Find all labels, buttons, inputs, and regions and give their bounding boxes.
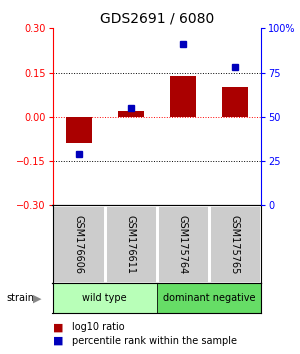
Text: GSM175764: GSM175764 [178, 215, 188, 274]
Text: ▶: ▶ [33, 293, 41, 303]
Bar [222, 87, 248, 117]
Title: GDS2691 / 6080: GDS2691 / 6080 [100, 12, 214, 26]
Text: GSM176606: GSM176606 [74, 215, 84, 274]
Bar [105, 205, 157, 283]
Text: strain: strain [6, 293, 34, 303]
Bar [157, 205, 209, 283]
Text: log10 ratio: log10 ratio [72, 322, 124, 332]
Text: GSM175765: GSM175765 [230, 215, 240, 274]
Bar [209, 205, 261, 283]
Text: wild type: wild type [82, 293, 127, 303]
Bar [52, 205, 105, 283]
Text: GSM176611: GSM176611 [126, 215, 136, 274]
Bar [52, 283, 157, 313]
Bar [170, 75, 196, 117]
Bar [65, 117, 92, 143]
Text: dominant negative: dominant negative [163, 293, 255, 303]
Bar [157, 283, 261, 313]
Text: ■: ■ [52, 336, 63, 346]
Bar [118, 111, 144, 117]
Text: percentile rank within the sample: percentile rank within the sample [72, 336, 237, 346]
Text: ■: ■ [52, 322, 63, 332]
